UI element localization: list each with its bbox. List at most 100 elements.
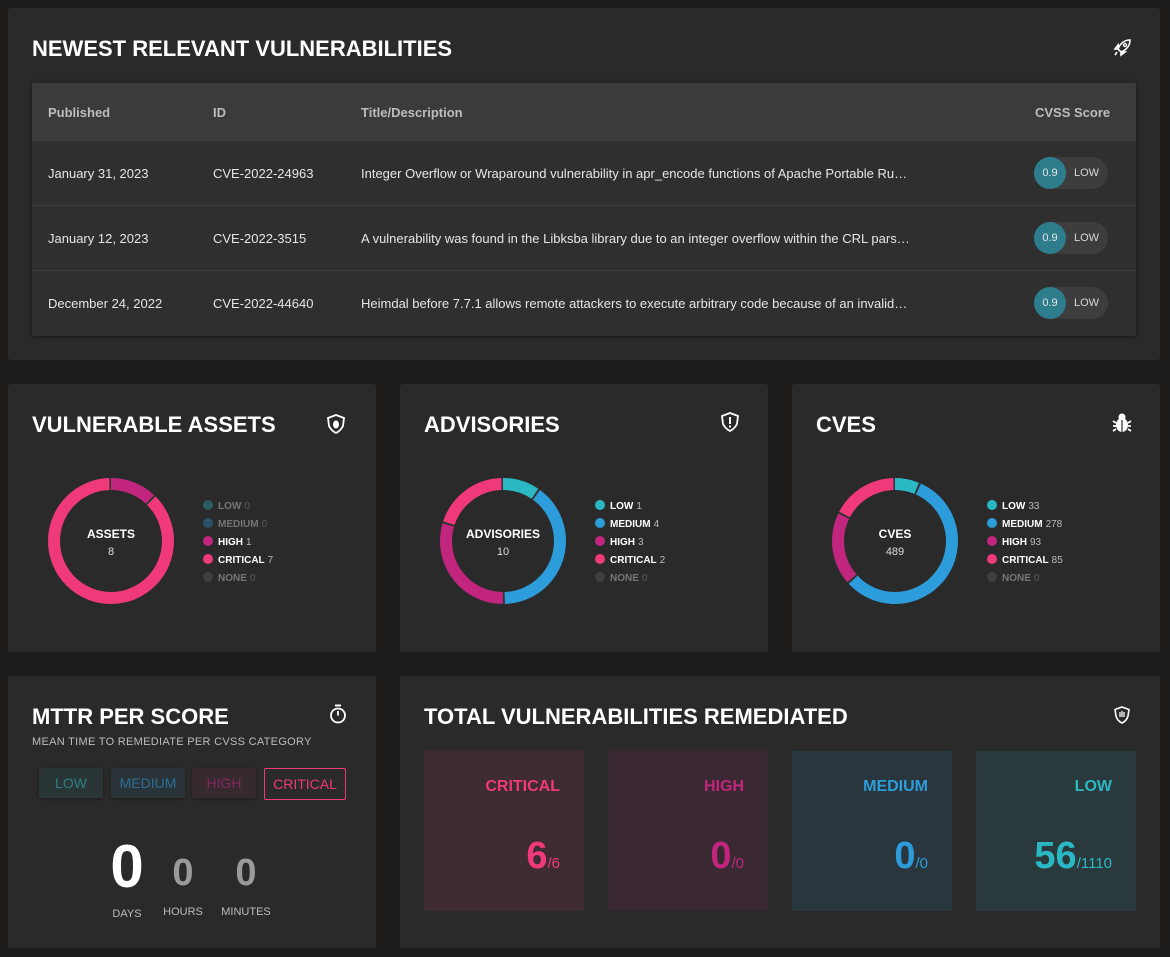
counter-unit: MINUTES	[221, 906, 271, 918]
bug-icon	[1112, 413, 1132, 432]
legend-value: 1	[246, 537, 252, 548]
cvss-score: 0.9	[1034, 287, 1066, 319]
severity: LOW	[1074, 297, 1100, 309]
panel-title: VULNERABLE ASSETS	[32, 412, 276, 437]
fixed-count: 6	[526, 835, 548, 877]
stopwatch-icon	[330, 704, 346, 724]
vulnerability-table: Published ID Title/Description CVSS Score Ja…	[32, 83, 1136, 336]
legend-entry: NONE 0	[595, 572, 647, 584]
severity: LOW	[1074, 167, 1100, 179]
total-count: /6	[547, 855, 560, 872]
center-total: 489	[885, 546, 905, 558]
severity-tab[interactable]: HIGH	[192, 768, 256, 798]
published-date: December 24, 2022	[48, 296, 163, 311]
legend-entry: CRITICAL 7	[203, 554, 273, 566]
legend-swatch	[987, 518, 997, 528]
description: Heimdal before 7.7.1 allows remote attac…	[361, 296, 908, 311]
counter-unit: DAYS	[112, 908, 142, 920]
legend-label: HIGH	[610, 537, 635, 548]
cve-id: CVE-2022-44640	[213, 296, 314, 311]
table-row: January 12, 2023 CVE-2022-3515 A vulnerabi…	[32, 205, 1136, 271]
severity-tab[interactable]: MEDIUM	[111, 768, 185, 798]
legend-swatch	[987, 536, 997, 546]
description: Integer Overflow or Wraparound vulnerabi…	[361, 166, 908, 181]
card-label: LOW	[1074, 778, 1112, 795]
donut-segment	[832, 478, 958, 604]
legend-label: HIGH	[218, 537, 243, 548]
legend-entry: NONE 0	[987, 572, 1039, 584]
legend-entry: HIGH 1	[203, 536, 252, 548]
legend-swatch	[987, 554, 997, 564]
vulnerabilities-panel: NEWEST RELEVANT VULNERABILITIES Publishe…	[8, 8, 1160, 360]
cvss-score: 0.9	[1034, 157, 1066, 189]
center-label: CVES	[878, 527, 912, 541]
advisories-panel: ADVISORIES ADVISORIES 10 LOW 1 MEDIUM 4 HIGH 3 C…	[400, 384, 768, 652]
legend-label: LOW	[218, 501, 242, 512]
legend-entry: HIGH 3	[595, 536, 644, 548]
donut-chart	[48, 478, 174, 604]
donut-segment	[48, 478, 174, 604]
legend-swatch	[203, 518, 213, 528]
legend-value: 2	[659, 555, 666, 566]
remediated-card: CRITICAL 6/6	[424, 751, 584, 911]
published-date: January 31, 2023	[48, 166, 149, 181]
legend-label: NONE	[1002, 573, 1031, 584]
cvss-badge: 0.9 LOW	[1034, 157, 1108, 189]
card-count: 6/6	[526, 835, 560, 878]
total-count: /0	[915, 855, 928, 872]
card-count: 56/1110	[1034, 835, 1112, 878]
cve-id: CVE-2022-3515	[213, 231, 307, 246]
legend-label: CRITICAL	[1002, 555, 1049, 566]
donut-segment	[440, 478, 566, 604]
legend-entry: MEDIUM 278	[987, 518, 1062, 530]
shield-icon	[327, 414, 345, 434]
panel-title: MTTR PER SCORE	[32, 704, 229, 729]
donut-segment	[48, 478, 174, 604]
card-count: 0/0	[710, 835, 744, 878]
legend-label: MEDIUM	[1002, 519, 1043, 530]
column-header: CVSS Score	[1035, 105, 1111, 120]
severity-tab[interactable]: CRITICAL	[264, 768, 346, 800]
column-header: Title/Description	[361, 105, 463, 120]
legend-value: 1	[636, 501, 642, 512]
severity: LOW	[1074, 232, 1100, 244]
legend-value: 85	[1051, 555, 1063, 566]
donut-segment	[832, 478, 958, 604]
center-total: 10	[496, 546, 510, 558]
remediated-panel: TOTAL VULNERABILITIES REMEDIATED CRITICA…	[400, 676, 1160, 948]
legend-label: HIGH	[1002, 537, 1027, 548]
cvss-score: 0.9	[1034, 222, 1066, 254]
fixed-count: 0	[894, 835, 916, 877]
legend-entry: CRITICAL 2	[595, 554, 665, 566]
legend-swatch	[203, 554, 213, 564]
legend-swatch	[987, 572, 997, 582]
donut-segment	[440, 478, 566, 604]
table-header	[32, 83, 1136, 140]
column-header: Published	[48, 105, 111, 120]
legend-label: NONE	[610, 573, 639, 584]
card-label: HIGH	[704, 778, 744, 795]
legend-value: 3	[638, 537, 644, 548]
donut-chart	[440, 478, 566, 604]
assets-panel: VULNERABLE ASSETS ASSETS 8 LOW 0 MEDIUM 0 HIGH…	[8, 384, 376, 652]
cves-panel: CVES CVES 489 LOW 33 MEDIUM 278 HIGH 93 CRITICAL…	[792, 384, 1160, 652]
legend-value: 0	[641, 573, 648, 584]
legend-swatch	[595, 536, 605, 546]
legend-value: 278	[1045, 519, 1063, 530]
legend-swatch	[595, 518, 605, 528]
remediated-card: MEDIUM 0/0	[792, 751, 952, 911]
column-header: ID	[213, 105, 226, 120]
legend-entry: CRITICAL 85	[987, 554, 1063, 566]
legend-entry: NONE 0	[203, 572, 255, 584]
counter-value: 0	[110, 833, 144, 900]
legend-swatch	[203, 500, 213, 510]
card-label: MEDIUM	[863, 778, 928, 795]
severity-tab[interactable]: LOW	[39, 768, 103, 798]
published-date: January 12, 2023	[48, 231, 149, 246]
alert-shield-icon	[721, 412, 739, 432]
legend-value: 0	[244, 501, 250, 512]
panel-subtitle: MEAN TIME TO REMEDIATE PER CVSS CATEGORY	[32, 736, 312, 748]
legend-entry: HIGH 93	[987, 536, 1041, 548]
legend-swatch	[203, 536, 213, 546]
